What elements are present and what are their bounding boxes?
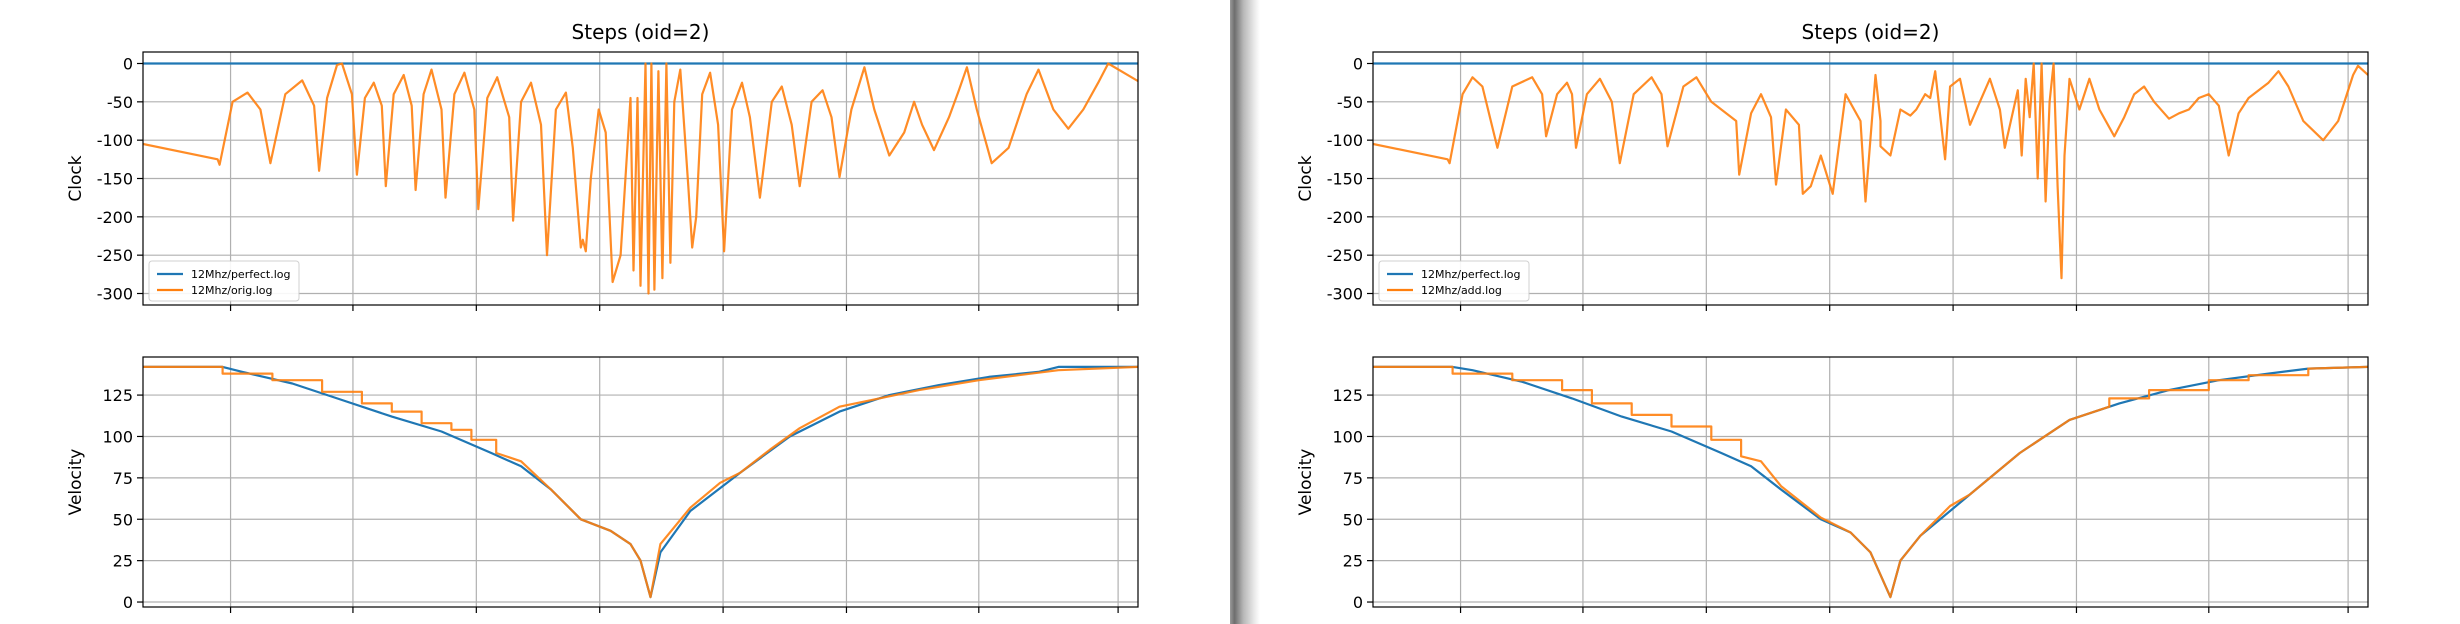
window-divider[interactable]	[1230, 0, 1260, 624]
right-velocity-ytick-label: 100	[1332, 427, 1363, 446]
left-velocity-ytick-label: 50	[113, 510, 133, 529]
right-velocity-series-perfect	[1373, 365, 2368, 599]
left-velocity-ytick-label: 125	[102, 386, 133, 405]
left-clock-legend-box	[148, 260, 300, 302]
right-clock-legend: 12Mhz/perfect.log 12Mhz/add.log	[1378, 260, 1530, 302]
right-velocity-ytick-label: 25	[1343, 552, 1363, 571]
right-velocity-ytick-label: 0	[1353, 593, 1363, 612]
right-chart-title: Steps (oid=2)	[1802, 20, 1940, 44]
right-figure-window: Steps (oid=2) 0 -50 -100 -150 -200 -250 -300 Clo…	[1230, 0, 2460, 624]
right-velocity-plot	[1373, 365, 2368, 599]
right-clock-plot	[1373, 62, 2368, 280]
right-clock-legend-label: 12Mhz/perfect.log	[1421, 268, 1520, 281]
left-figure-window: Steps (oid=2) 0 -50 -100 -150 -200 -250 -300 Clo…	[66, 20, 1139, 613]
left-velocity-series-other	[143, 365, 1138, 599]
right-velocity-ytick-label: 50	[1343, 510, 1363, 529]
right-clock-series-other	[1373, 62, 2368, 280]
right-chart-svg: Steps (oid=2) 0 -50 -100 -150 -200 -250 -300 Clo…	[1296, 20, 2369, 613]
left-velocity-axes: 0 25 50 75 100 125 Velocity	[66, 357, 1138, 613]
right-clock-ylabel: Clock	[1296, 155, 1316, 201]
right-clock-frame	[1372, 51, 2369, 306]
left-clock-ytick-label: 0	[123, 55, 133, 74]
right-clock-ytick-label: -150	[1327, 170, 1363, 189]
left-clock-frame	[142, 51, 1139, 306]
left-velocity-ytick-label: 75	[113, 469, 133, 488]
right-clock-ytick-label: -200	[1327, 208, 1363, 227]
left-velocity-ytick-label: 100	[102, 427, 133, 446]
left-clock-ytick-label: -100	[97, 131, 133, 150]
left-clock-ytick-label: -150	[97, 170, 133, 189]
left-velocity-plot	[143, 365, 1138, 599]
right-clock-ytick-label: -300	[1327, 285, 1363, 304]
right-velocity-series-other	[1373, 365, 2368, 599]
right-velocity-ylabel: Velocity	[1296, 449, 1316, 516]
left-clock-ytick-label: -50	[107, 93, 133, 112]
left-clock-legend-label: 12Mhz/orig.log	[191, 284, 273, 297]
right-clock-legend-label: 12Mhz/add.log	[1421, 284, 1502, 297]
left-chart-svg: Steps (oid=2) 0 -50 -100 -150 -200 -250 -300 Clo…	[66, 20, 1139, 613]
right-velocity-ytick-label: 125	[1332, 386, 1363, 405]
right-clock-ytick-label: 0	[1353, 55, 1363, 74]
right-clock-ytick-label: -100	[1327, 131, 1363, 150]
right-clock-legend-box	[1378, 260, 1530, 302]
left-clock-ylabel: Clock	[66, 155, 86, 201]
left-velocity-frame	[142, 356, 1139, 608]
left-clock-ytick-label: -200	[97, 208, 133, 227]
right-velocity-frame	[1372, 356, 2369, 608]
left-clock-legend: 12Mhz/perfect.log 12Mhz/orig.log	[148, 260, 300, 302]
left-chart-title: Steps (oid=2)	[572, 20, 710, 44]
left-clock-ytick-label: -300	[97, 285, 133, 304]
right-velocity-ytick-label: 75	[1343, 469, 1363, 488]
left-velocity-ytick-label: 0	[123, 593, 133, 612]
left-clock-legend-label: 12Mhz/perfect.log	[191, 268, 290, 281]
left-velocity-ylabel: Velocity	[66, 449, 86, 516]
left-clock-series-other	[143, 62, 1138, 295]
left-clock-plot	[143, 62, 1138, 295]
right-velocity-axes: 0 25 50 75 100 125 Velocity	[1296, 357, 2368, 613]
right-clock-ytick-label: -50	[1337, 93, 1363, 112]
left-velocity-ytick-label: 25	[113, 552, 133, 571]
right-clock-ytick-label: -250	[1327, 246, 1363, 265]
left-clock-ytick-label: -250	[97, 246, 133, 265]
